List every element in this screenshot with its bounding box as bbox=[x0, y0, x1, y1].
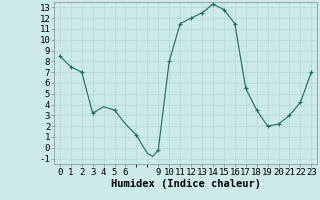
X-axis label: Humidex (Indice chaleur): Humidex (Indice chaleur) bbox=[111, 179, 260, 189]
